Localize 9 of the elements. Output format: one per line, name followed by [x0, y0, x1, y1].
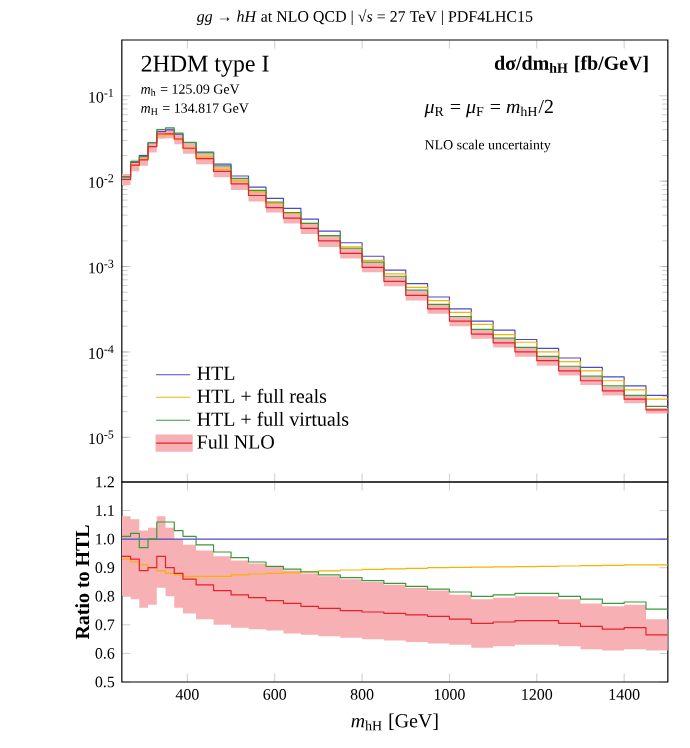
legend-label: HTL [197, 366, 235, 380]
legend-label: HTL + full reals [197, 388, 327, 403]
legend-label: Full NLO [197, 434, 275, 449]
legend-label: HTL + full virtuals [197, 411, 349, 426]
y-axis-title: Ratio to HTL [75, 525, 90, 640]
annotation: 2HDM type I [141, 55, 269, 77]
y-axis-title: dσ/dm$_{hH}$ [fb/GeV] [495, 55, 648, 73]
text: μ$_{R}$ = μ$_{F}$ = m$_{hH}$/2 [424, 99, 553, 118]
x-axis-title: m$_{hH}$ [GeV] [351, 713, 438, 731]
